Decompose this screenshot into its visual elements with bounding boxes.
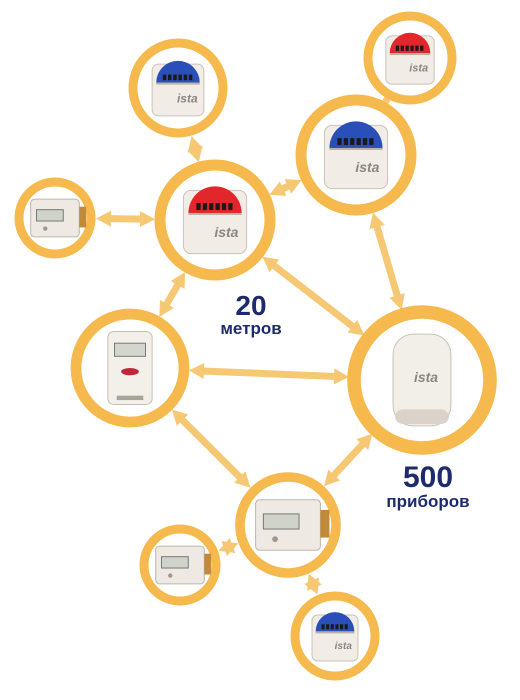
connection-arrow [323, 433, 373, 487]
meters-count: 20 [235, 290, 267, 321]
meters-unit: метров [220, 319, 282, 338]
connection-arrow [269, 179, 302, 196]
ista-logo: ista [335, 641, 353, 652]
node-meter-top-right: ista [363, 11, 457, 105]
node-meter-top-left: ista [128, 38, 228, 138]
connection-arrow [262, 256, 365, 336]
devices-count: 500 [402, 461, 454, 494]
ista-logo: ista [414, 369, 438, 385]
connection-arrow [369, 212, 405, 310]
connection-arrow [304, 573, 322, 595]
connection-arrow [95, 210, 156, 228]
ista-logo: ista [177, 91, 198, 105]
connection-arrow [188, 363, 350, 385]
ista-logo: ista [355, 159, 379, 175]
devices-count-label: 500 приборов [368, 463, 488, 512]
ista-logo: ista [214, 224, 238, 240]
connection-arrow [218, 538, 239, 557]
meters-count-label: 20 метров [196, 292, 306, 339]
node-heat-meter-left [14, 177, 96, 259]
node-heat-meter-hub [235, 472, 341, 578]
ista-logo: ista [409, 63, 428, 75]
connection-arrow [171, 409, 251, 488]
node-repeater-large: ista [295, 94, 417, 216]
node-heat-meter-small [139, 524, 221, 606]
node-hub-allocator: ista [154, 159, 276, 281]
devices-unit: приборов [386, 492, 470, 511]
connection-arrow [187, 136, 204, 163]
node-gateway: ista [347, 305, 497, 455]
connection-arrow [159, 272, 186, 317]
node-meter-bottom: ista [290, 591, 380, 681]
node-wall-sensor [70, 308, 190, 428]
